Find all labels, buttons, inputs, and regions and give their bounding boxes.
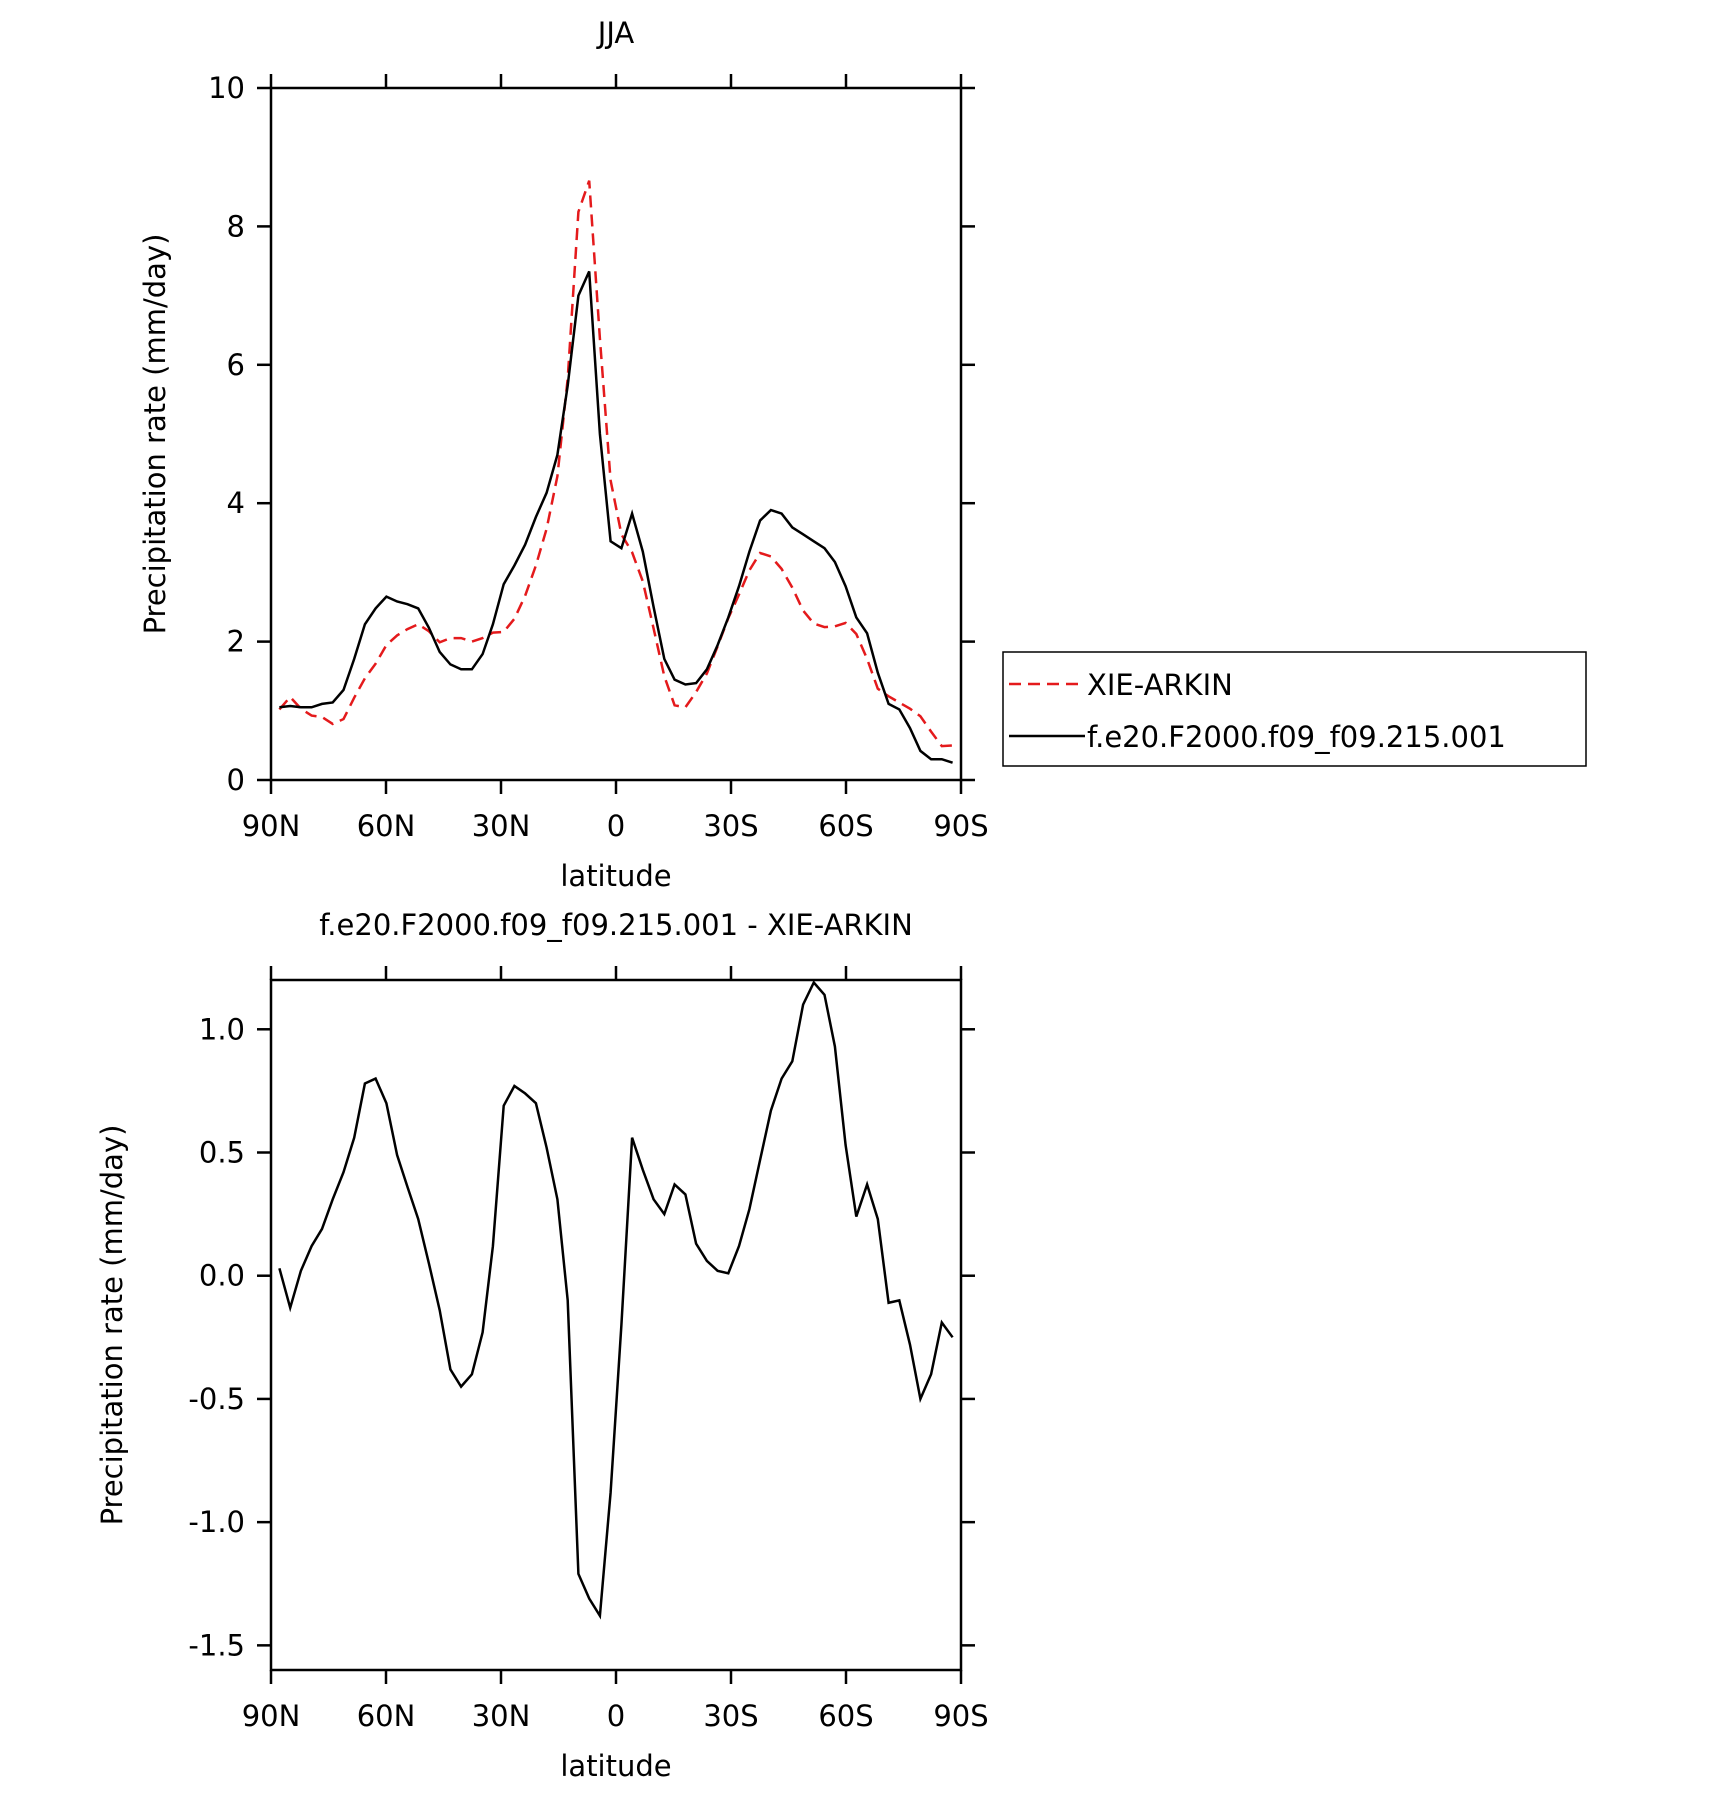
- x-tick-label: 90N: [242, 809, 301, 843]
- y-tick-label: 8: [227, 209, 245, 243]
- x-tick-label: 0: [607, 809, 625, 843]
- data-line: [278, 180, 953, 748]
- chart-title: f.e20.F2000.f09_f09.215.001 - XIE-ARKIN: [319, 908, 913, 942]
- x-tick-label: 0: [607, 1699, 625, 1733]
- legend-label: f.e20.F2000.f09_f09.215.001: [1087, 720, 1506, 754]
- y-tick-label: 10: [208, 71, 245, 105]
- x-tick-label: 90S: [933, 809, 988, 843]
- y-tick-label: 0.5: [199, 1136, 245, 1170]
- y-tick-label: 0.0: [199, 1259, 245, 1293]
- legend-label: XIE-ARKIN: [1087, 668, 1233, 702]
- y-tick-label: -1.0: [188, 1505, 245, 1539]
- y-tick-label: 4: [227, 486, 245, 520]
- x-tick-label: 90N: [242, 1699, 301, 1733]
- x-tick-label: 30S: [703, 809, 758, 843]
- x-tick-label: 60S: [818, 1699, 873, 1733]
- y-tick-label: 2: [227, 625, 245, 659]
- data-line: [278, 980, 954, 1620]
- x-tick-label: 60N: [357, 809, 416, 843]
- x-tick-label: 60S: [818, 809, 873, 843]
- x-tick-label: 30S: [703, 1699, 758, 1733]
- y-tick-label: 1.0: [199, 1012, 245, 1046]
- x-tick-label: 60N: [357, 1699, 416, 1733]
- y-axis-label: Precipitation rate (mm/day): [95, 1125, 129, 1526]
- x-axis-label: latitude: [560, 859, 671, 893]
- legend-box: [1002, 651, 1587, 767]
- x-tick-label: 90S: [933, 1699, 988, 1733]
- chart-title: JJA: [596, 16, 635, 50]
- x-axis-label: latitude: [560, 1749, 671, 1783]
- y-tick-label: 6: [227, 348, 245, 382]
- x-tick-label: 30N: [472, 809, 531, 843]
- y-tick-label: 0: [227, 763, 245, 797]
- plot-frame: [269, 86, 963, 782]
- y-tick-label: -1.5: [188, 1628, 245, 1662]
- data-line: [279, 270, 953, 764]
- y-tick-label: -0.5: [188, 1382, 245, 1416]
- x-tick-label: 30N: [472, 1699, 531, 1733]
- plot-frame: [269, 978, 963, 1672]
- y-axis-label: Precipitation rate (mm/day): [138, 234, 172, 635]
